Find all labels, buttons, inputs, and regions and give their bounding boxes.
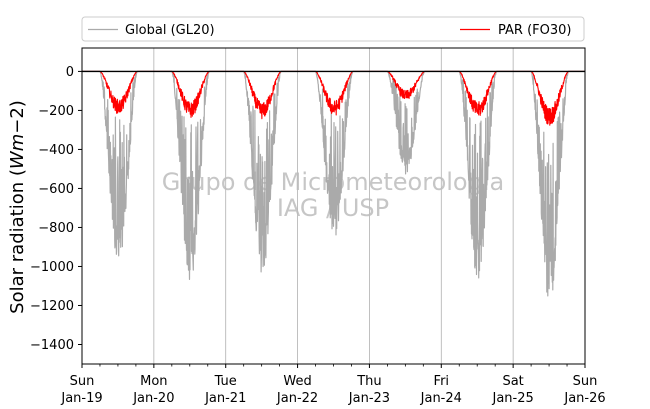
series-line-global bbox=[81, 70, 586, 297]
x-tick-label-day: Thu bbox=[356, 374, 381, 389]
x-tick-label-date: Jan-26 bbox=[563, 391, 605, 406]
x-tick-label-date: Jan-24 bbox=[420, 391, 462, 406]
x-tick-label-date: Jan-19 bbox=[60, 391, 102, 406]
y-tick-label: −800 bbox=[38, 221, 74, 236]
x-tick-label-date: Jan-25 bbox=[492, 391, 534, 406]
x-tick-label-date: Jan-21 bbox=[204, 391, 246, 406]
x-tick-label-day: Sun bbox=[573, 374, 598, 389]
x-tick-label-day: Fri bbox=[434, 374, 450, 389]
series-line-par bbox=[81, 70, 586, 126]
x-tick-label-date: Jan-23 bbox=[348, 391, 390, 406]
legend-label-global: Global (GL20) bbox=[125, 23, 215, 38]
vertical-gridlines bbox=[153, 48, 514, 364]
y-tick-label: −1200 bbox=[30, 299, 74, 314]
x-tick-label-day: Sun bbox=[70, 374, 95, 389]
y-axis-label: Solar radiation (Wm−2) bbox=[7, 100, 28, 314]
x-tick-label-date: Jan-22 bbox=[276, 391, 318, 406]
x-axis: Sun Jan-19 Mon Jan-20 Tue Jan-21 Wed Jan-22 Thu J… bbox=[60, 364, 606, 406]
x-tick-label-day: Wed bbox=[283, 374, 311, 389]
y-tick-label: −1000 bbox=[30, 260, 74, 275]
y-axis: 0 −200 −400 −600 −800 −1000 −1200 −1400 bbox=[30, 65, 82, 353]
legend-label-par: PAR (FO30) bbox=[498, 23, 571, 38]
y-tick-label: −1400 bbox=[30, 338, 74, 353]
y-tick-label: −400 bbox=[38, 143, 74, 158]
legend: Global (GL20) PAR (FO30) bbox=[81, 16, 585, 42]
y-tick-label: −600 bbox=[38, 182, 74, 197]
legend-frame bbox=[81, 16, 585, 42]
x-tick-label-day: Sat bbox=[502, 374, 523, 389]
y-tick-label: 0 bbox=[66, 65, 74, 80]
y-tick-label: −200 bbox=[38, 104, 74, 119]
plot-area: Grupo de Micrometeorologia IAG / USP bbox=[81, 47, 586, 365]
x-tick-label-day: Mon bbox=[140, 374, 167, 389]
x-tick-label-day: Tue bbox=[214, 374, 237, 389]
x-tick-label-date: Jan-20 bbox=[132, 391, 174, 406]
